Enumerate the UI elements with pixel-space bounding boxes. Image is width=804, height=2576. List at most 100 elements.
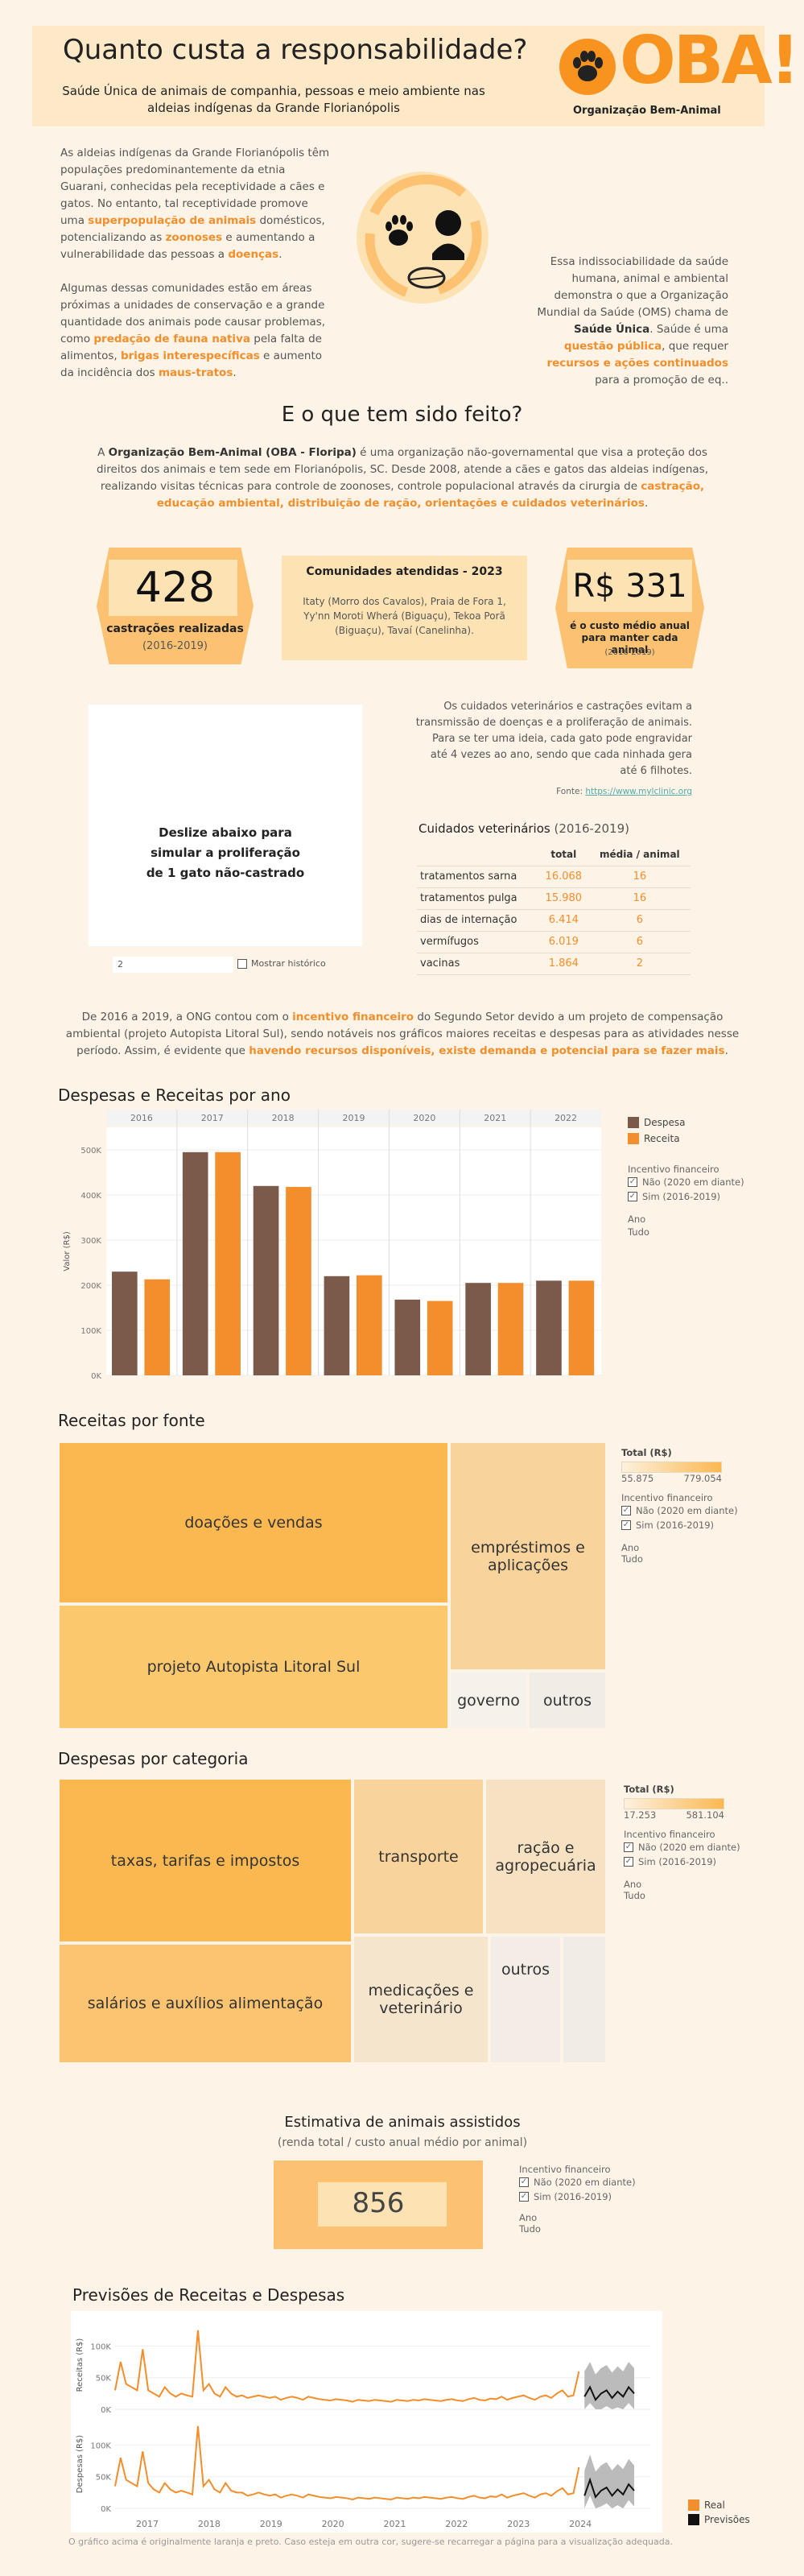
estimate-inner [318, 2182, 447, 2227]
filter-option-sim[interactable]: ✓ Sim (2016-2019) [624, 1856, 717, 1867]
legend-receita[interactable]: Receita [628, 1131, 680, 1146]
filter-option-sim[interactable]: ✓ Sim (2016-2019) [628, 1191, 721, 1202]
series-forecast-line [583, 2385, 635, 2402]
stat-custo-label: é o custo médio anual para manter cada a… [570, 620, 690, 655]
filter-incentivo-1: Incentivo financeiro ✓ Não (2020 em diant… [628, 1164, 744, 1238]
treemap-cell-outros-despesas[interactable]: outros [489, 1935, 562, 2064]
y-tick-label: 400K [80, 1192, 101, 1201]
treemap-cell-outros[interactable]: outros [528, 1671, 607, 1730]
year-filter-value[interactable]: Tudo [519, 2223, 541, 2235]
treemap-cell-misc[interactable] [562, 1935, 607, 2064]
filter-title: Incentivo financeiro [628, 1164, 719, 1175]
intro-paragraph-3: Essa indissociabilidade da saúde humana,… [537, 255, 728, 387]
source-link[interactable]: https://www.mylclinic.org [585, 787, 692, 796]
legend-previsoes[interactable]: Previsões [688, 2512, 750, 2527]
history-label: Mostrar histórico [251, 958, 326, 969]
treemap-cell-governo[interactable]: governo [449, 1671, 528, 1730]
filter-option-sim[interactable]: ✓ Sim (2016-2019) [519, 2191, 612, 2202]
x-tick-label: 2020 [413, 1113, 435, 1123]
check-icon: ✓ [624, 1857, 633, 1867]
check-icon: ✓ [621, 1520, 631, 1530]
stat-custo-box [567, 560, 692, 612]
vet-row-label: tratamentos pulga [417, 887, 538, 910]
treemap-cell-taxas[interactable]: taxas, tarifas e impostos [58, 1778, 353, 1943]
vet-row-total: 6.019 [538, 931, 589, 953]
x-tick-label: 2019 [260, 2519, 282, 2529]
forecast-footnote: O gráfico acima é originalmente laranja … [68, 2537, 673, 2547]
bar-receita [144, 1279, 171, 1375]
y-tick-label: 0K [91, 1372, 101, 1381]
legend-despesa[interactable]: Despesa [628, 1115, 685, 1130]
vet-row-label: vermífugos [417, 931, 538, 953]
receitas-title: Receitas por fonte [58, 1411, 205, 1430]
vet-row-total: 16.068 [538, 866, 589, 888]
simulation-slider[interactable]: 2 [113, 957, 233, 973]
treemap-cell-doacoes[interactable]: doações e vendas [58, 1441, 449, 1604]
stat-castracoes-period: (2016-2019) [142, 640, 208, 652]
vet-table-row: tratamentos pulga 15.980 16 [417, 887, 691, 910]
vet-table-row: vermífugos 6.019 6 [417, 931, 691, 953]
treemap-cell-racao[interactable]: ração e agropecuária [484, 1778, 607, 1935]
vet-row-media: 6 [588, 931, 691, 953]
bar-despesa [394, 1299, 421, 1375]
history-check-icon [237, 958, 247, 969]
check-icon: ✓ [628, 1177, 637, 1187]
year-filter-value[interactable]: Tudo [628, 1226, 649, 1238]
despesa-swatch [628, 1117, 639, 1128]
year-header [460, 1110, 531, 1126]
vet-row-media: 6 [588, 909, 691, 932]
history-checkbox[interactable]: Mostrar histórico [237, 958, 326, 969]
vet-table-row: dias de internação 6.414 6 [417, 909, 691, 932]
comunidades-text: Itaty (Morro dos Cavalos), Praia de Fora… [303, 596, 506, 636]
x-tick-label: 2020 [322, 2519, 344, 2529]
stat-castracoes-label: castrações realizadas [106, 622, 244, 635]
filter-option-nao[interactable]: ✓ Não (2020 em diante) [621, 1505, 738, 1516]
treemap-cell-salarios[interactable]: salários e auxílios alimentação [58, 1943, 353, 2064]
previsoes-swatch [688, 2514, 699, 2525]
year-filter-value[interactable]: Tudo [624, 1890, 645, 1901]
filter-option-nao[interactable]: ✓ Não (2020 em diante) [628, 1176, 744, 1188]
vet-row-total: 15.980 [538, 887, 589, 910]
vet-table-row: vacinas 1.864 2 [417, 953, 691, 975]
bar-receita [286, 1186, 311, 1375]
bar-chart-title: Despesas e Receitas por ano [58, 1085, 291, 1105]
filter-option-sim[interactable]: ✓ Sim (2016-2019) [621, 1520, 715, 1531]
check-icon: ✓ [628, 1192, 637, 1201]
year-header [389, 1110, 460, 1126]
page-subtitle: Saúde Única de animais de companhia, pes… [62, 84, 485, 115]
intro-paragraph-1: As aldeias indígenas da Grande Florianóp… [60, 147, 330, 261]
vet-source: Fonte: https://www.mylclinic.org [556, 787, 692, 796]
vet-text: Os cuidados veterinários e castrações ev… [415, 701, 692, 777]
bar-despesa [536, 1280, 562, 1375]
comunidades-title: Comunidades atendidas - 2023 [306, 565, 503, 578]
treemap-cell-medicacoes[interactable]: medicações e veterinário [353, 1935, 489, 2064]
simulation-panel [89, 705, 362, 946]
bar-despesa [253, 1185, 279, 1375]
forecast-svg: 0K 50K 100K Receitas (R$) 0K 50K 100K Despesas … [76, 2330, 650, 2529]
estimate-title: Estimativa de animais assistidos [284, 2114, 521, 2131]
check-icon: ✓ [624, 1842, 633, 1852]
bar-receita [497, 1283, 524, 1375]
receitas-scale: Total (R$) 55.875 779.054 Incentivo finan… [621, 1447, 738, 1565]
year-header [247, 1110, 319, 1126]
receita-swatch [628, 1133, 639, 1144]
y-tick-label: 100K [90, 2342, 111, 2351]
vet-row-total: 6.414 [538, 909, 589, 932]
y-axis-label: Despesas (R$) [76, 2435, 85, 2494]
year-filter-title: Ano [628, 1214, 646, 1225]
stat-castracoes-value: 428 [134, 564, 216, 612]
estimate-value: 856 [352, 2187, 405, 2219]
treemap-cell-autopista[interactable]: projeto Autopista Litoral Sul [58, 1604, 449, 1730]
forecast-band [584, 2454, 634, 2508]
year-filter-value[interactable]: Tudo [621, 1553, 643, 1565]
comunidades-card [282, 556, 527, 660]
treemap-cell-transporte[interactable]: transporte [353, 1778, 484, 1935]
filter-option-nao[interactable]: ✓ Não (2020 em diante) [519, 2177, 636, 2188]
x-tick-label: 2022 [555, 1113, 577, 1123]
vet-table-row: tratamentos sarna 16.068 16 [417, 866, 691, 888]
filter-option-nao[interactable]: ✓ Não (2020 em diante) [624, 1842, 740, 1853]
legend-real[interactable]: Real [688, 2498, 725, 2512]
x-tick-label: 2022 [445, 2519, 468, 2529]
series-real-line [114, 2330, 580, 2403]
treemap-cell-emprestimos[interactable]: empréstimos e aplicações [449, 1441, 607, 1671]
